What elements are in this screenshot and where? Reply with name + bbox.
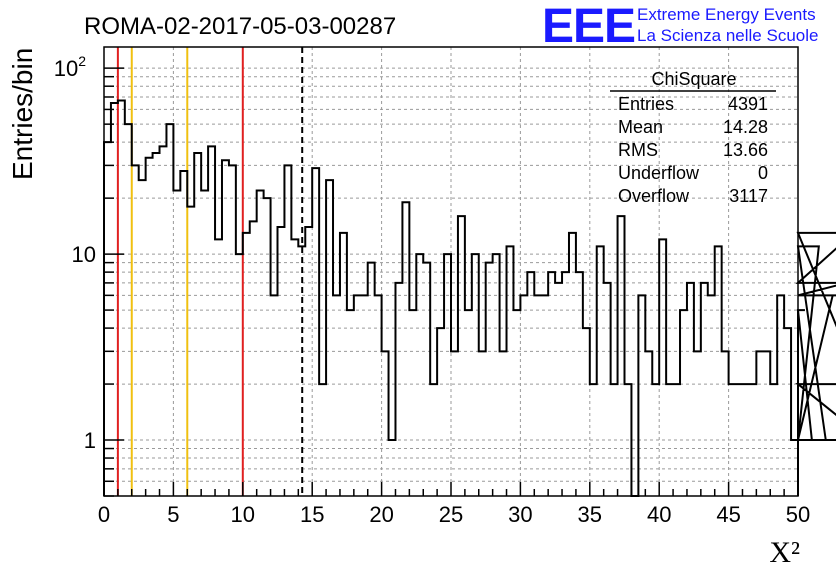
x-tick-label: 50 — [786, 502, 810, 527]
x-tick-label: 35 — [578, 502, 602, 527]
stats-row-label: Underflow — [618, 163, 700, 183]
x-tick-label: 40 — [647, 502, 671, 527]
x-tick-label: 5 — [167, 502, 179, 527]
chart-title: ROMA-02-2017-05-03-00287 — [84, 13, 396, 40]
x-tick-label: 30 — [508, 502, 532, 527]
histogram-series — [103, 99, 836, 497]
x-tick-label: 20 — [369, 502, 393, 527]
x-axis-label: X² — [769, 536, 800, 569]
eee-logo-mark: EEE — [542, 0, 635, 53]
x-tick-label: 45 — [716, 502, 740, 527]
stats-row-label: Overflow — [618, 186, 690, 206]
y-tick-labels: 1 10 102 — [54, 53, 124, 497]
grid — [104, 47, 798, 496]
y-tick-label: 10 — [72, 242, 96, 267]
stats-rows: Entries 4391 Mean 14.28 RMS 13.66 Underflow 0 Ov… — [618, 94, 768, 206]
y-tick-label: 102 — [54, 53, 86, 81]
logo-line-1: Extreme Energy Events — [637, 5, 816, 24]
x-tick-label: 25 — [439, 502, 463, 527]
stats-row-label: Entries — [618, 94, 674, 114]
stats-row-value: 13.66 — [723, 140, 768, 160]
x-tick-label: 15 — [300, 502, 324, 527]
histogram-line — [103, 99, 836, 497]
y-tick-label: 1 — [84, 428, 96, 453]
stats-row-value: 0 — [758, 163, 768, 183]
stats-row-value: 14.28 — [723, 117, 768, 137]
x-tick-label: 10 — [231, 502, 255, 527]
stats-row-label: RMS — [618, 140, 658, 160]
x-tick-labels: 0 5 10 15 20 25 30 35 40 45 50 — [98, 482, 810, 527]
eee-logo: EEE Extreme Energy Events La Scienza nel… — [542, 0, 818, 53]
stats-box: ChiSquare Entries 4391 Mean 14.28 RMS 13.66 Un… — [610, 69, 776, 206]
reference-lines — [116, 47, 304, 496]
stats-title: ChiSquare — [651, 69, 736, 89]
stats-row-value: 3117 — [729, 186, 768, 206]
x-tick-label: 0 — [98, 502, 110, 527]
logo-line-2: La Scienza nelle Scuole — [637, 26, 818, 45]
stats-row-label: Mean — [618, 117, 663, 137]
y-axis-label: Entries/bin — [7, 48, 38, 180]
stats-row-value: 4391 — [728, 94, 768, 114]
